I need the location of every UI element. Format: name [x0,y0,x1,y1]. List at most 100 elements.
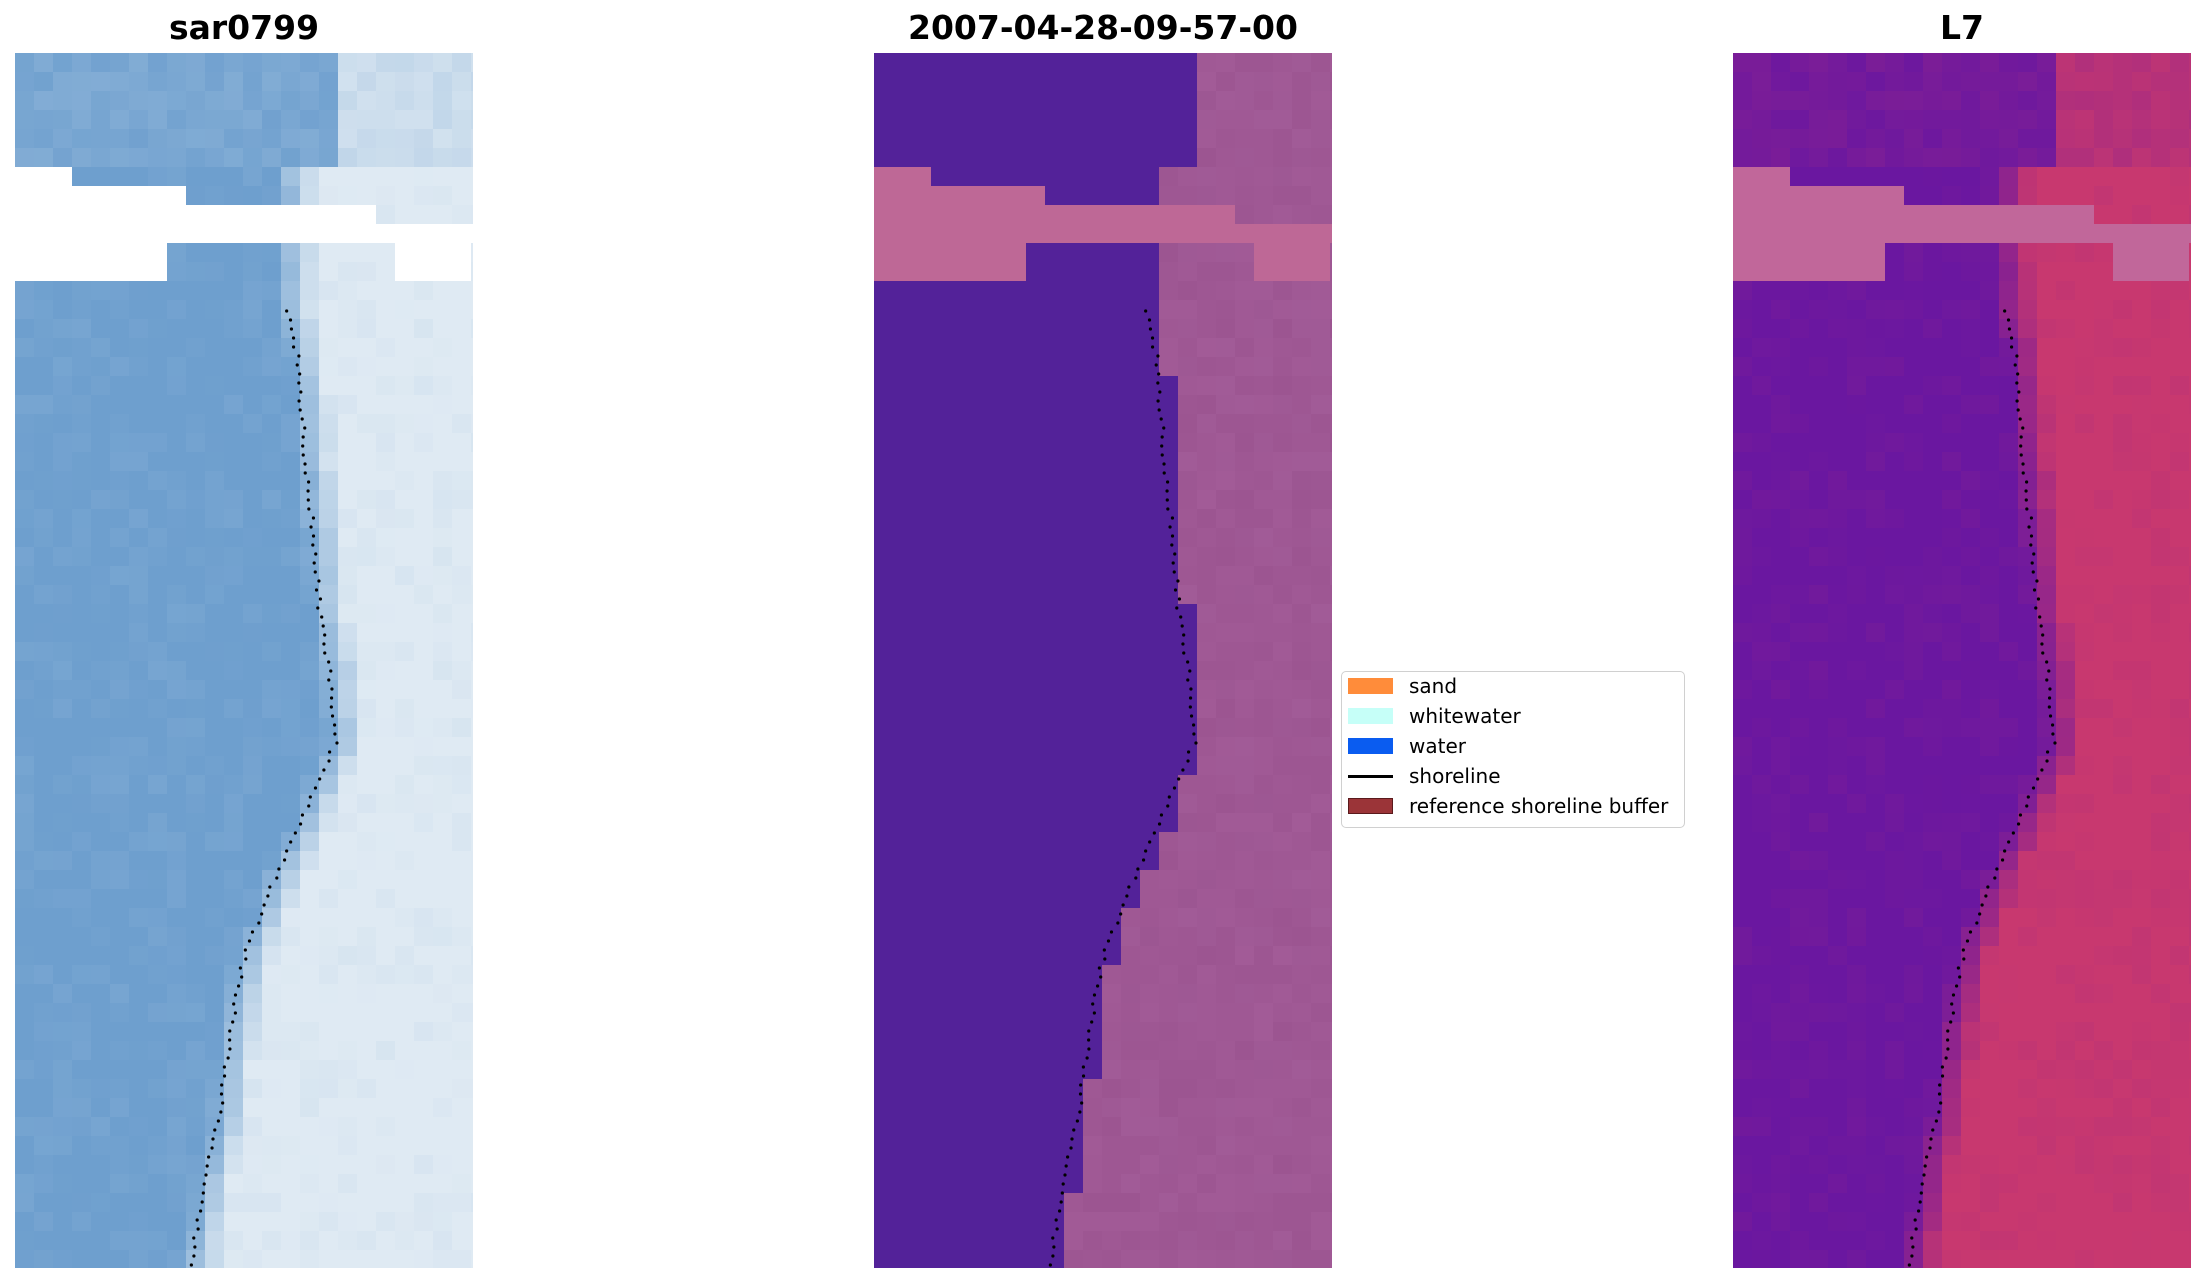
pixel-cell [1216,72,1236,92]
pixel-cell [1216,585,1236,605]
pixel-cell [912,680,932,700]
pixel-cell [1885,889,1905,909]
pixel-cell [1064,661,1084,681]
pixel-cell [1330,490,1332,510]
pixel-cell [1847,148,1867,168]
pixel-cell [53,547,73,567]
pixel-cell [1866,1174,1886,1194]
pixel-cell [281,414,301,434]
pixel-cell [1847,1117,1867,1137]
pixel-cell [1904,889,1924,909]
pixel-cell [243,566,263,586]
pixel-cell [1923,300,1943,320]
pixel-cell [167,1041,187,1061]
pixel-cell [931,699,951,719]
pixel-cell [186,699,206,719]
pixel-cell [1254,91,1274,111]
pixel-cell [72,889,92,909]
pixel-cell [1866,623,1886,643]
pixel-cell [414,889,434,909]
pixel-cell [110,870,130,890]
pixel-cell [1235,167,1255,187]
pixel-cell [300,300,320,320]
pixel-cell [874,224,894,244]
pixel-cell [1064,1174,1084,1194]
pixel-cell [2170,1174,2190,1194]
pixel-cell [1809,661,1829,681]
pixel-cell [1809,224,1829,244]
pixel-cell [2151,1212,2171,1232]
pixel-cell [1923,699,1943,719]
pixel-cell [912,813,932,833]
pixel-cell [1311,623,1331,643]
pixel-cell [874,509,894,529]
shoreline-dot [192,1236,196,1240]
pixel-cell [1980,623,2000,643]
pixel-cell [243,965,263,985]
pixel-cell [319,433,339,453]
pixel-cell [874,433,894,453]
pixel-cell [110,1041,130,1061]
pixel-cell [1790,623,1810,643]
pixel-cell [1790,1231,1810,1251]
pixel-cell [874,528,894,548]
shoreline-dot [238,966,242,970]
pixel-cell [1311,357,1331,377]
pixel-cell [262,452,282,472]
pixel-cell [1885,452,1905,472]
pixel-cell [186,281,206,301]
pixel-cell [1790,585,1810,605]
pixel-cell [2018,1041,2038,1061]
pixel-cell [1197,338,1217,358]
pixel-cell [224,91,244,111]
pixel-cell [452,965,472,985]
pixel-cell [1216,376,1236,396]
pixel-cell [129,357,149,377]
pixel-cell [2075,965,2095,985]
pixel-cell [1159,224,1179,244]
pixel-cell [1733,376,1753,396]
pixel-cell [2094,281,2114,301]
pixel-cell [376,528,396,548]
shoreline-dot [333,732,337,736]
pixel-cell [281,1250,301,1268]
pixel-cell [1961,1079,1981,1099]
pixel-cell [72,1250,92,1268]
pixel-cell [1847,680,1867,700]
pixel-cell [2151,186,2171,206]
pixel-cell [319,110,339,130]
pixel-cell [357,870,377,890]
pixel-cell [1235,205,1255,225]
pixel-cell [988,623,1008,643]
pixel-cell [2170,813,2190,833]
pixel-cell [1083,1231,1103,1251]
pixel-cell [1771,1098,1791,1118]
pixel-cell [1235,870,1255,890]
pixel-cell [2075,224,2095,244]
pixel-cell [357,509,377,529]
pixel-cell [2189,1079,2191,1099]
pixel-cell [1026,224,1046,244]
shoreline-dot [202,1182,206,1186]
pixel-cell [91,604,111,624]
pixel-cell [1885,129,1905,149]
pixel-cell [1083,1174,1103,1194]
pixel-cell [1847,699,1867,719]
pixel-cell [950,1003,970,1023]
pixel-cell [1273,718,1293,738]
pixel-cell [319,585,339,605]
pixel-cell [1235,1098,1255,1118]
pixel-cell [1064,376,1084,396]
shoreline-dot [321,624,325,628]
pixel-cell [1121,1231,1141,1251]
pixel-cell [1885,72,1905,92]
pixel-cell [1235,1022,1255,1042]
pixel-cell [1197,927,1217,947]
pixel-cell [1140,889,1160,909]
pixel-cell [1942,984,1962,1004]
pixel-cell [1923,129,1943,149]
pixel-cell [1752,965,1772,985]
pixel-cell [395,509,415,529]
pixel-cell [1140,604,1160,624]
pixel-cell [1809,1060,1829,1080]
